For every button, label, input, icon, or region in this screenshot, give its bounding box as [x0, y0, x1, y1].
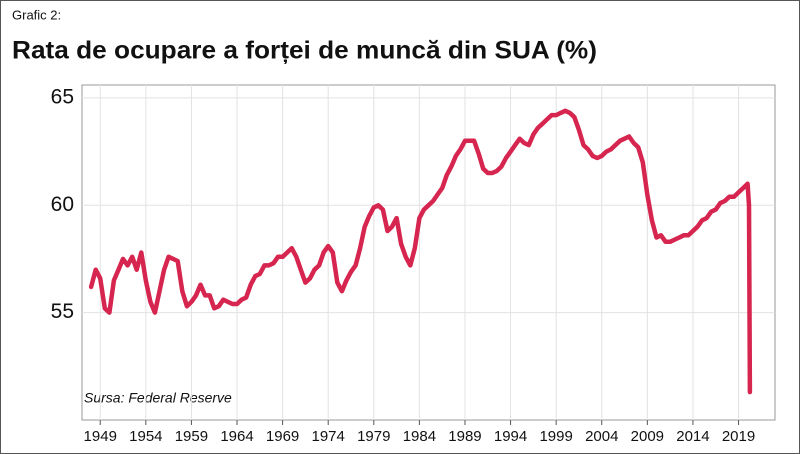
x-tick-label: 1964	[220, 428, 253, 445]
plot-area	[81, 84, 776, 421]
y-tick-label: 60	[51, 193, 74, 216]
x-tick-label: 1979	[357, 428, 390, 445]
chart-subtitle: Grafic 2:	[12, 7, 61, 22]
line-series	[88, 108, 753, 395]
x-tick-label: 2014	[676, 428, 709, 445]
x-tick-label: 1974	[312, 428, 345, 445]
x-tick-label: 2004	[585, 428, 618, 445]
x-tick-label: 1999	[539, 428, 572, 445]
source-note: Sursa: Federal Reserve	[84, 390, 232, 406]
y-tick-label: 55	[51, 300, 74, 323]
x-tick-label: 1969	[266, 428, 299, 445]
x-tick-label: 2009	[631, 428, 664, 445]
x-tick-label: 1994	[494, 428, 527, 445]
x-tick-label: 1954	[129, 428, 162, 445]
x-tick-label: 1959	[175, 428, 208, 445]
x-tick-label: 1989	[448, 428, 481, 445]
x-tick-label: 2019	[722, 428, 755, 445]
x-tick-label: 1949	[84, 428, 117, 445]
chart-title: Rata de ocupare a forței de muncă din SU…	[12, 37, 597, 65]
x-tick-label: 1984	[403, 428, 436, 445]
y-tick-label: 65	[51, 85, 74, 108]
